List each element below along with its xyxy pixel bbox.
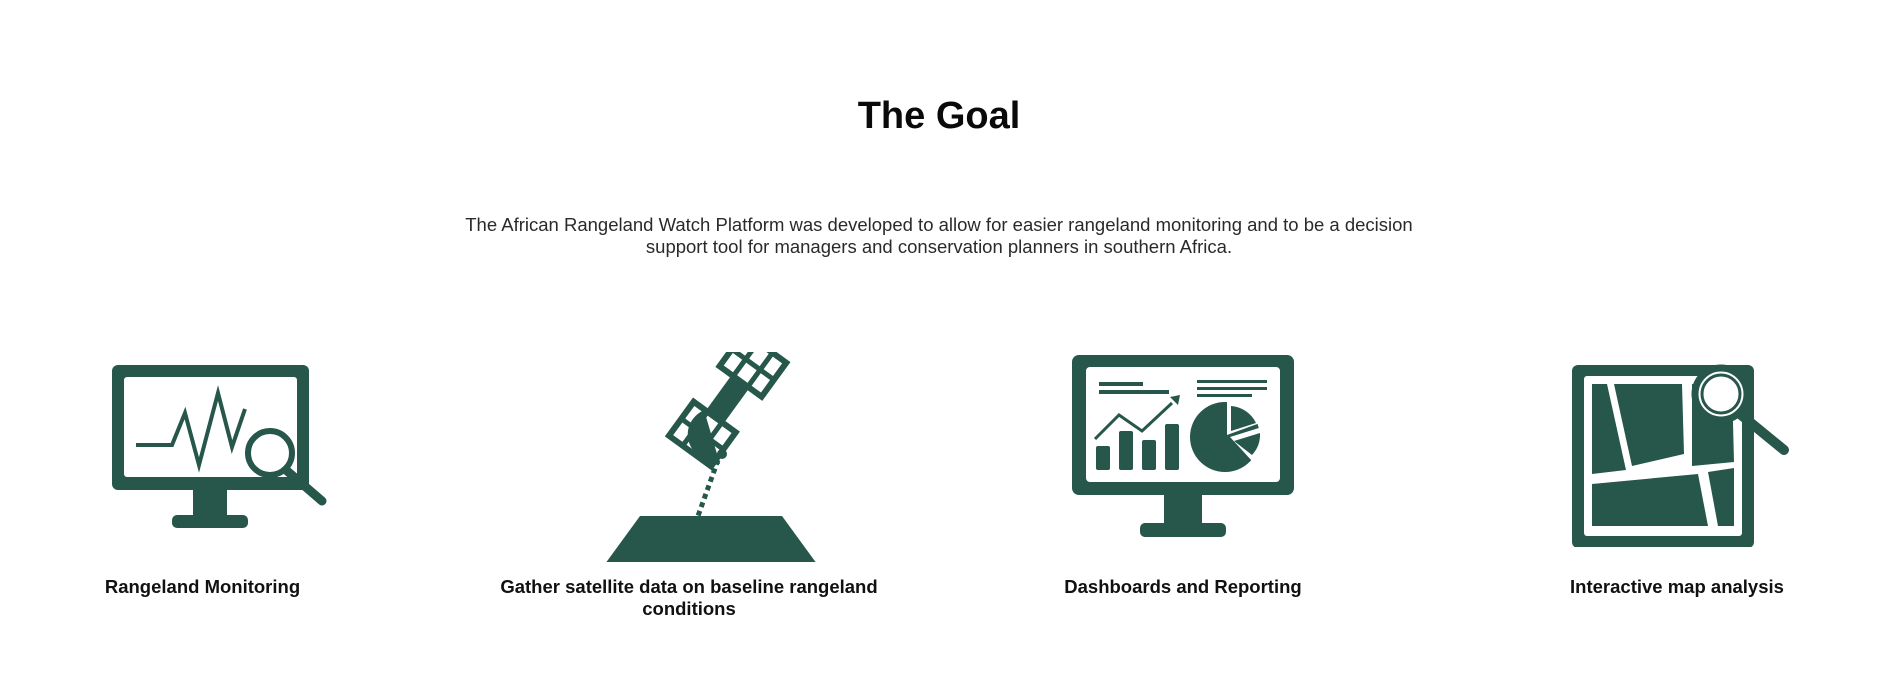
section-description: The African Rangeland Watch Platform was… xyxy=(465,214,1413,257)
satellite-icon xyxy=(606,352,816,562)
feature-label: Interactive map analysis xyxy=(1570,576,1784,597)
feature-label: Dashboards and Reporting xyxy=(1064,576,1302,597)
monitor-chart-magnifier-icon xyxy=(112,365,327,528)
section-title: The Goal xyxy=(857,95,1021,137)
map-magnifier-icon xyxy=(1572,364,1789,547)
dashboard-monitor-icon xyxy=(1072,355,1294,537)
feature-label: Gather satellite data on baseline rangel… xyxy=(500,576,878,619)
feature-label: Rangeland Monitoring xyxy=(104,576,301,597)
